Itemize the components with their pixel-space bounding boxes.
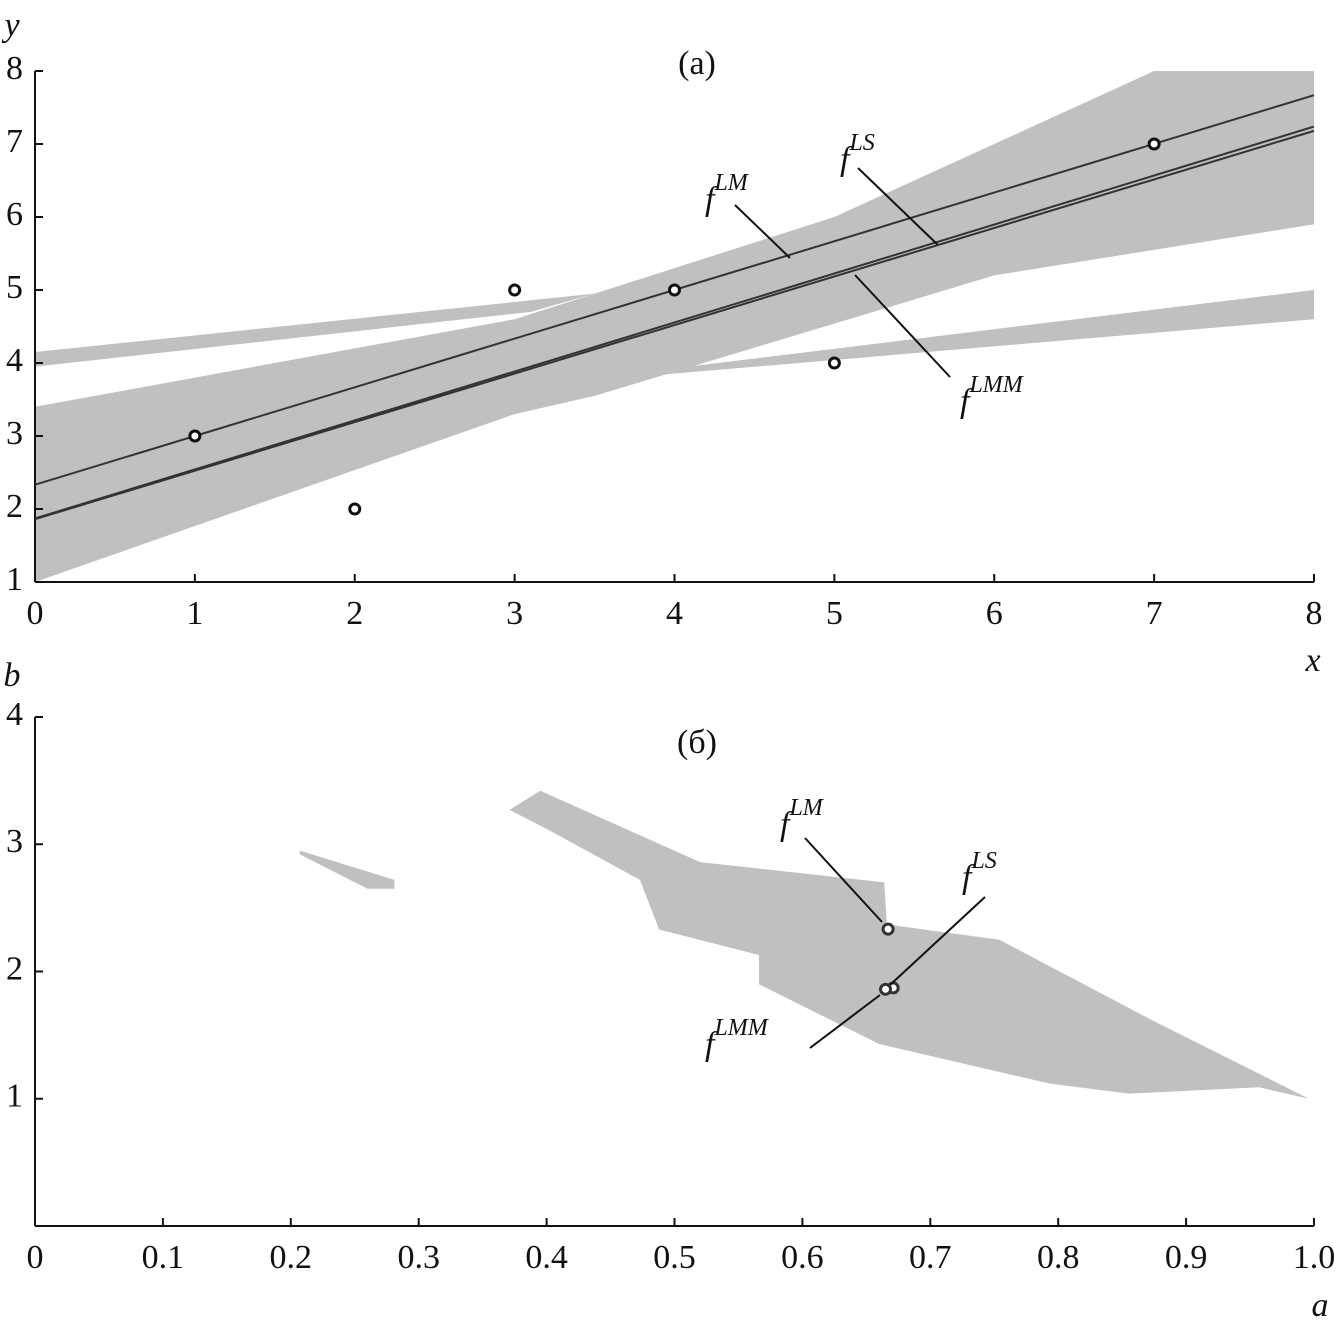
x-tick-label: 2 <box>346 595 363 632</box>
y-tick-label: 4 <box>6 696 23 733</box>
x-tick-label: 0.4 <box>525 1239 568 1276</box>
x-tick-label: 6 <box>986 595 1003 632</box>
x-tick-label: 5 <box>826 595 843 632</box>
x-tick-label: 0 <box>27 1239 44 1276</box>
leader-line <box>804 837 883 923</box>
x-tick-label: 4 <box>666 595 683 632</box>
x-tick-label: 1.0 <box>1293 1239 1336 1276</box>
leader-line <box>857 167 939 246</box>
fit-line <box>34 125 1315 520</box>
x-tick-label: 0.5 <box>653 1239 696 1276</box>
y-tick-label: 1 <box>6 1078 23 1115</box>
y-tick-label: 5 <box>6 269 23 306</box>
y-tick-label: 4 <box>6 342 23 379</box>
data-point <box>1147 137 1161 151</box>
series-label-sup: LMM <box>968 372 1024 398</box>
model-point <box>881 922 895 936</box>
series-label-sup: LM <box>788 795 824 821</box>
x-tick-label: 0.7 <box>909 1239 952 1276</box>
y-tick-label: 7 <box>6 123 23 160</box>
series-label-sup: LS <box>970 848 996 874</box>
y-tick-label: 3 <box>6 415 23 452</box>
data-point <box>348 502 362 516</box>
region <box>35 71 1314 582</box>
leader-line <box>734 204 791 259</box>
series-label: fLS <box>840 130 875 178</box>
series-label: fLS <box>962 848 997 896</box>
data-point <box>508 283 522 297</box>
x-axis-label: x <box>1304 642 1320 679</box>
y-tick-label: 1 <box>6 561 23 598</box>
y-axis-label: y <box>1 7 20 44</box>
chart-title: (б) <box>677 724 717 761</box>
x-tick-label: 0 <box>27 595 44 632</box>
x-tick-label: 0.3 <box>397 1239 440 1276</box>
y-tick-label: 6 <box>6 196 23 233</box>
leader-line <box>809 994 881 1049</box>
leader-line <box>889 896 986 986</box>
data-point <box>668 283 681 297</box>
x-tick-label: 3 <box>506 595 523 632</box>
region <box>509 790 1309 1099</box>
x-tick-label: 0.8 <box>1037 1239 1080 1276</box>
chart-title: (a) <box>678 45 716 82</box>
fit-line <box>34 129 1315 521</box>
series-label: fLMM <box>960 372 1025 420</box>
region <box>35 293 595 367</box>
x-tick-label: 0.9 <box>1165 1239 1208 1276</box>
y-tick-label: 3 <box>6 823 23 860</box>
series-label: fLM <box>780 795 825 843</box>
series-label-sup: LS <box>848 130 874 156</box>
series-label-sup: LMM <box>713 1015 769 1041</box>
data-point <box>827 356 841 370</box>
y-tick-label: 8 <box>6 50 23 87</box>
y-tick-label: 2 <box>6 488 23 525</box>
series-label-sup: LM <box>713 170 749 196</box>
leader-line <box>854 274 951 378</box>
data-point <box>188 429 202 443</box>
x-axis-label: a <box>1312 1287 1329 1324</box>
x-tick-label: 8 <box>1306 595 1323 632</box>
series-label: fLMM <box>705 1015 770 1063</box>
series-label: fLM <box>705 170 750 218</box>
x-tick-label: 0.6 <box>781 1239 824 1276</box>
model-point <box>879 982 893 996</box>
x-tick-label: 0.1 <box>142 1239 185 1276</box>
region <box>299 850 395 889</box>
x-tick-label: 7 <box>1146 595 1163 632</box>
x-tick-label: 1 <box>186 595 203 632</box>
y-axis-label: b <box>4 657 21 694</box>
y-tick-label: 2 <box>6 950 23 987</box>
x-tick-label: 0.2 <box>270 1239 313 1276</box>
region <box>626 290 1314 378</box>
